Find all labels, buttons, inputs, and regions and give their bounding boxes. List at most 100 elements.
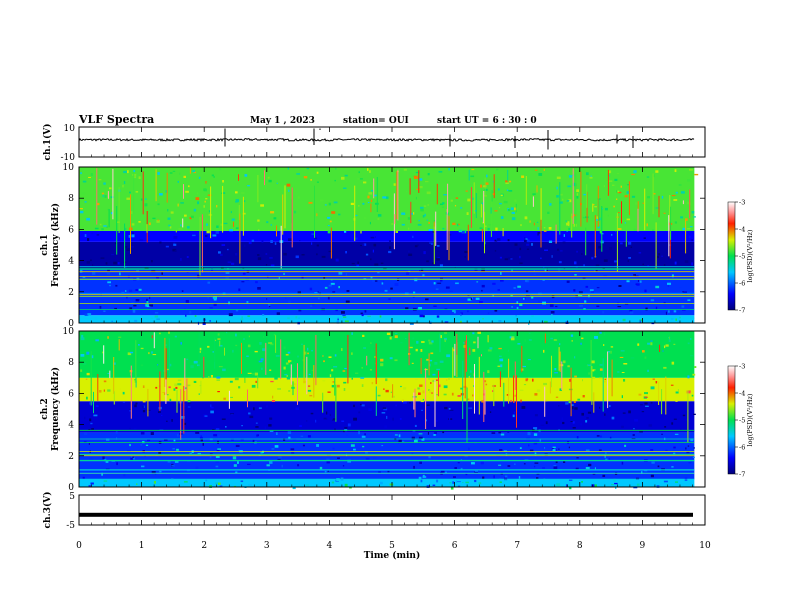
spectrogram-cell [134, 319, 138, 322]
spectrogram-cell [457, 485, 461, 487]
spectrogram-cell [555, 396, 559, 398]
spectrogram-cell [324, 471, 327, 473]
spectrogram-cell [691, 262, 693, 266]
spectrogram-cell [426, 219, 428, 221]
spectrogram-cell [600, 435, 602, 438]
spectrogram-cell [299, 240, 301, 242]
spectrogram-cell [415, 196, 417, 200]
spectrogram-cell [80, 210, 84, 214]
spectrogram-cell [414, 176, 418, 179]
spectrogram-cell [416, 188, 420, 190]
spectrogram-cell [646, 223, 648, 227]
spectrogram-cell [485, 383, 488, 386]
spectrogram-cell [355, 372, 359, 374]
spectrogram-cell [331, 385, 334, 388]
spectrogram-cell [688, 462, 692, 464]
spectrogram-cell [650, 449, 654, 451]
spectrogram-cell [215, 231, 219, 234]
spectrogram-cell [333, 201, 338, 204]
spectrogram-cell [498, 464, 502, 466]
spectrogram-cell [167, 461, 171, 463]
spectrogram-cell [159, 241, 162, 244]
spectrogram-cell [217, 338, 221, 340]
spectrogram-cell [223, 222, 228, 225]
spectrogram-cell [537, 232, 541, 234]
spectrogram-cell [448, 408, 451, 410]
ch1-spectrogram-ylabel-channel: ch.1 [40, 234, 50, 255]
spectrogram-cell [217, 448, 221, 450]
spectrogram-cell [185, 313, 187, 317]
spectrogram-cell [269, 417, 273, 420]
spectrogram-cell [304, 351, 307, 355]
spectrogram-cell [442, 227, 445, 230]
spectrogram-cell [460, 387, 463, 390]
spectrogram-cell [398, 439, 402, 443]
spectrogram-cell [511, 269, 513, 272]
spectrogram-cell [682, 414, 686, 417]
spectrogram-cell [374, 263, 379, 266]
spectrogram-cell [453, 349, 455, 352]
spectrogram-cell [525, 279, 528, 282]
spectrogram-cell [195, 431, 200, 434]
spectrogram-cell [276, 432, 278, 435]
spectrogram-cell [251, 384, 256, 388]
spectrogram-cell [574, 407, 578, 410]
spectrogram-cell [562, 241, 566, 244]
spectrogram-cell [436, 368, 441, 371]
spectrogram-cell [596, 287, 600, 289]
spectrogram-cell [126, 296, 128, 299]
spectrogram-cell [173, 388, 176, 391]
spectrogram-cell [122, 401, 126, 403]
spectrogram-cell [525, 238, 528, 240]
spectrogram-cell [692, 373, 696, 376]
spectrogram-cell [399, 418, 402, 420]
spectrogram-cell [551, 255, 553, 258]
spectrogram-cell [439, 360, 444, 363]
spectrogram-cell [295, 255, 299, 259]
spectrogram-cell [464, 256, 466, 258]
spectrogram-cell [414, 439, 418, 443]
spectrogram-cell [548, 227, 552, 230]
spectrogram-cell [244, 244, 246, 247]
spectrogram-cell [617, 371, 620, 373]
spectrogram-cell [294, 210, 296, 214]
spectrogram-cell [318, 297, 320, 300]
spectrogram-cell [328, 284, 332, 287]
spectrogram-cell [253, 407, 255, 411]
spectrogram-cell [370, 236, 375, 239]
spectrogram-cell [429, 242, 433, 245]
spectrogram-cell [146, 298, 148, 302]
spectrogram-cell [353, 404, 355, 408]
spectrogram-cell [423, 315, 425, 318]
spectrogram-cell [283, 346, 286, 349]
spectrogram-cell [446, 354, 451, 358]
spectrogram-cell [558, 268, 561, 272]
spectrogram-cell [96, 202, 100, 206]
spectrogram-cell [481, 289, 483, 292]
spectrogram-cell [642, 350, 645, 353]
spectrogram-cell [177, 433, 179, 437]
spectrogram-cell [572, 182, 576, 186]
spectrogram-cell [234, 377, 239, 381]
spectrogram-cell [596, 218, 598, 221]
spectrogram-cell [521, 406, 526, 409]
spectrogram-cell [180, 202, 184, 204]
spectrogram-cell [278, 277, 280, 280]
spectrogram-cell [183, 175, 186, 178]
spectrogram-cell [115, 284, 118, 287]
spectrogram-cell [274, 445, 279, 448]
spectrogram-cell [528, 444, 530, 447]
spectrogram-cell [489, 411, 492, 413]
spectrogram-cell [406, 272, 410, 275]
spectrogram-cell [422, 398, 424, 401]
spectrogram-cell [438, 171, 443, 173]
spectrogram-cell [346, 434, 349, 436]
spectrogram-cell [531, 296, 534, 299]
spectrogram-cell [166, 368, 170, 371]
spectrogram-cell [326, 453, 331, 456]
spectrogram-cell [473, 341, 476, 344]
spectrogram-cell [467, 198, 471, 202]
spectrogram-cell [459, 236, 461, 239]
spectrogram-cell [693, 413, 696, 415]
spectrogram-cell [388, 298, 391, 300]
